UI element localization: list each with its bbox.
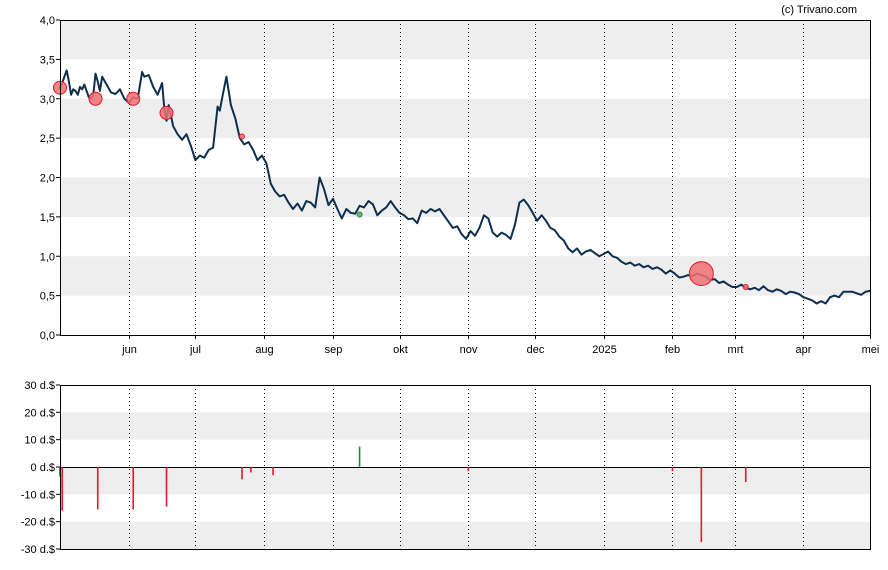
credit-text: (c) Trivano.com — [781, 4, 857, 16]
price-band — [60, 256, 870, 296]
price-x-tick-label: jul — [189, 344, 201, 356]
price-y-tick-label: 1,0 — [40, 251, 55, 263]
price-y-tick-label: 0,5 — [40, 291, 55, 303]
price-y-tick-label: 0,0 — [40, 330, 55, 342]
price-vertical-grid — [129, 20, 871, 335]
price-y-tick-label: 2,0 — [40, 173, 55, 185]
price-panel: 0,0 0,5 1,0 1,5 2,0 2,5 3,0 3,5 4,0 jun jul aug sep… — [40, 15, 880, 356]
price-x-tick-label: jun — [121, 344, 137, 356]
sell-marker — [238, 133, 245, 140]
price-bands — [60, 20, 870, 296]
volume-y-tick-label: -20 d.$ — [21, 517, 55, 529]
sell-marker — [88, 91, 103, 106]
price-y-tick-label: 3,5 — [40, 54, 55, 66]
volume-panel: -30 d.$ -20 d.$ -10 d.$ 0 d.$ 10 d.$ 20 d.$ 30… — [21, 380, 871, 556]
price-band — [60, 177, 870, 217]
price-x-tick-label: okt — [393, 344, 408, 356]
price-x-tick-label: mei — [862, 344, 880, 356]
price-band — [60, 98, 870, 139]
sell-marker — [126, 91, 141, 106]
volume-y-tick-label: 0 d.$ — [31, 462, 55, 474]
price-x-tick-label: 2025 — [592, 344, 616, 356]
price-x-tick-label: dec — [527, 344, 545, 356]
volume-y-axis: -30 d.$ -20 d.$ -10 d.$ 0 d.$ 10 d.$ 20 d.$ 30… — [21, 380, 60, 556]
volume-y-tick-label: 30 d.$ — [24, 380, 55, 392]
volume-band — [60, 467, 870, 495]
trade-markers — [53, 80, 749, 290]
sell-marker — [159, 105, 174, 120]
price-y-tick-label: 3,0 — [40, 94, 55, 106]
volume-band — [60, 412, 870, 440]
price-x-tick-label: aug — [255, 344, 273, 356]
price-x-tick-label: nov — [460, 344, 478, 356]
price-x-axis: jun jul aug sep okt nov dec 2025 feb mrt apr mei — [121, 335, 879, 356]
price-x-tick-label: sep — [325, 344, 343, 356]
price-series-line — [59, 69, 871, 305]
price-y-tick-label: 1,5 — [40, 212, 55, 224]
price-x-tick-label: feb — [665, 344, 680, 356]
buy-marker — [356, 211, 363, 218]
price-x-tick-label: mrt — [728, 344, 744, 356]
volume-panel-frame — [60, 385, 871, 550]
price-y-tick-label: 4,0 — [40, 15, 55, 27]
sell-marker — [688, 261, 714, 287]
price-band — [60, 20, 870, 60]
volume-band — [60, 521, 870, 549]
volume-bands — [60, 412, 870, 549]
price-y-axis: 0,0 0,5 1,0 1,5 2,0 2,5 3,0 3,5 4,0 — [40, 15, 60, 342]
price-panel-frame — [60, 20, 871, 336]
price-x-tick-label: apr — [796, 344, 812, 356]
volume-bars — [59, 446, 747, 543]
volume-y-tick-label: 20 d.$ — [24, 407, 55, 419]
volume-y-tick-label: -30 d.$ — [21, 544, 55, 556]
volume-y-tick-label: 10 d.$ — [24, 435, 55, 447]
price-y-tick-label: 2,5 — [40, 133, 55, 145]
sell-marker — [742, 283, 749, 290]
volume-y-tick-label: -10 d.$ — [21, 489, 55, 501]
